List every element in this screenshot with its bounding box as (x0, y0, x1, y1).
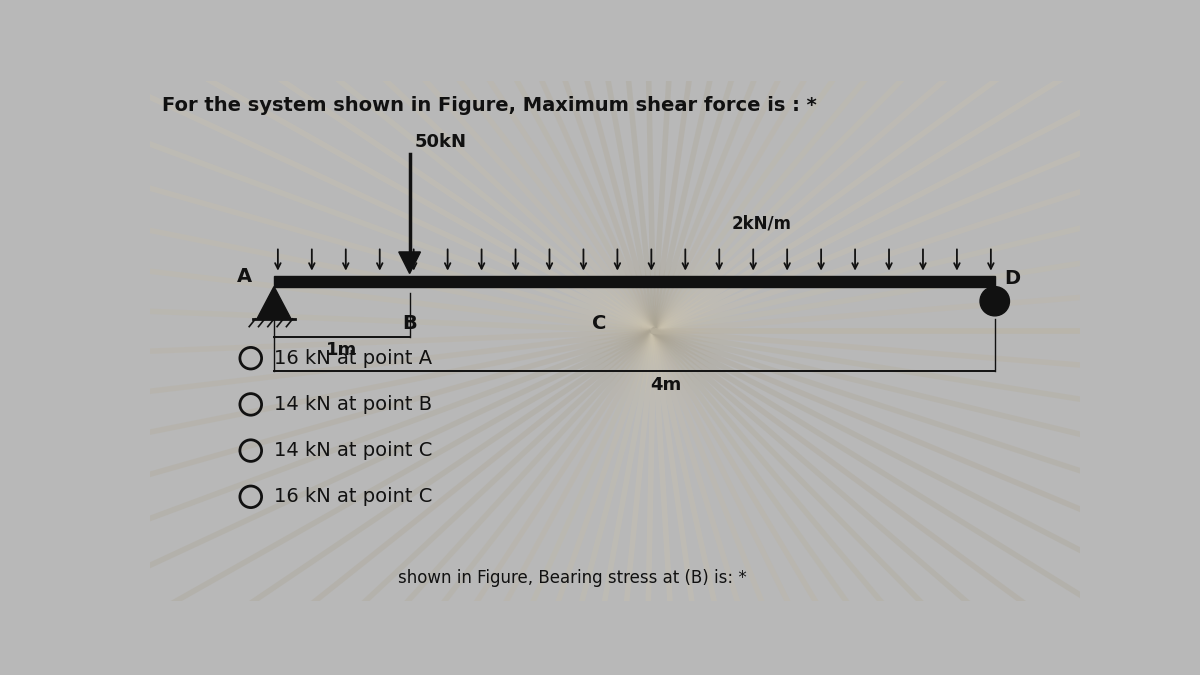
Text: 1m: 1m (326, 342, 358, 359)
Text: C: C (593, 314, 607, 333)
Polygon shape (398, 252, 420, 273)
Text: 4m: 4m (649, 376, 682, 394)
Text: D: D (1004, 269, 1020, 288)
Text: 16 kN at point C: 16 kN at point C (274, 487, 432, 506)
Text: B: B (402, 314, 418, 333)
Text: 2kN/m: 2kN/m (731, 215, 791, 233)
Text: shown in Figure, Bearing stress at (B) is: *: shown in Figure, Bearing stress at (B) i… (398, 569, 746, 587)
Bar (274, 276, 995, 287)
Circle shape (980, 287, 1009, 316)
Text: 14 kN at point C: 14 kN at point C (274, 441, 432, 460)
Text: 14 kN at point B: 14 kN at point B (274, 395, 432, 414)
Polygon shape (257, 287, 292, 319)
Text: 16 kN at point A: 16 kN at point A (274, 349, 432, 368)
Text: A: A (238, 267, 252, 286)
Text: 50kN: 50kN (414, 133, 467, 151)
Text: For the system shown in Figure, Maximum shear force is : *: For the system shown in Figure, Maximum … (162, 97, 816, 115)
